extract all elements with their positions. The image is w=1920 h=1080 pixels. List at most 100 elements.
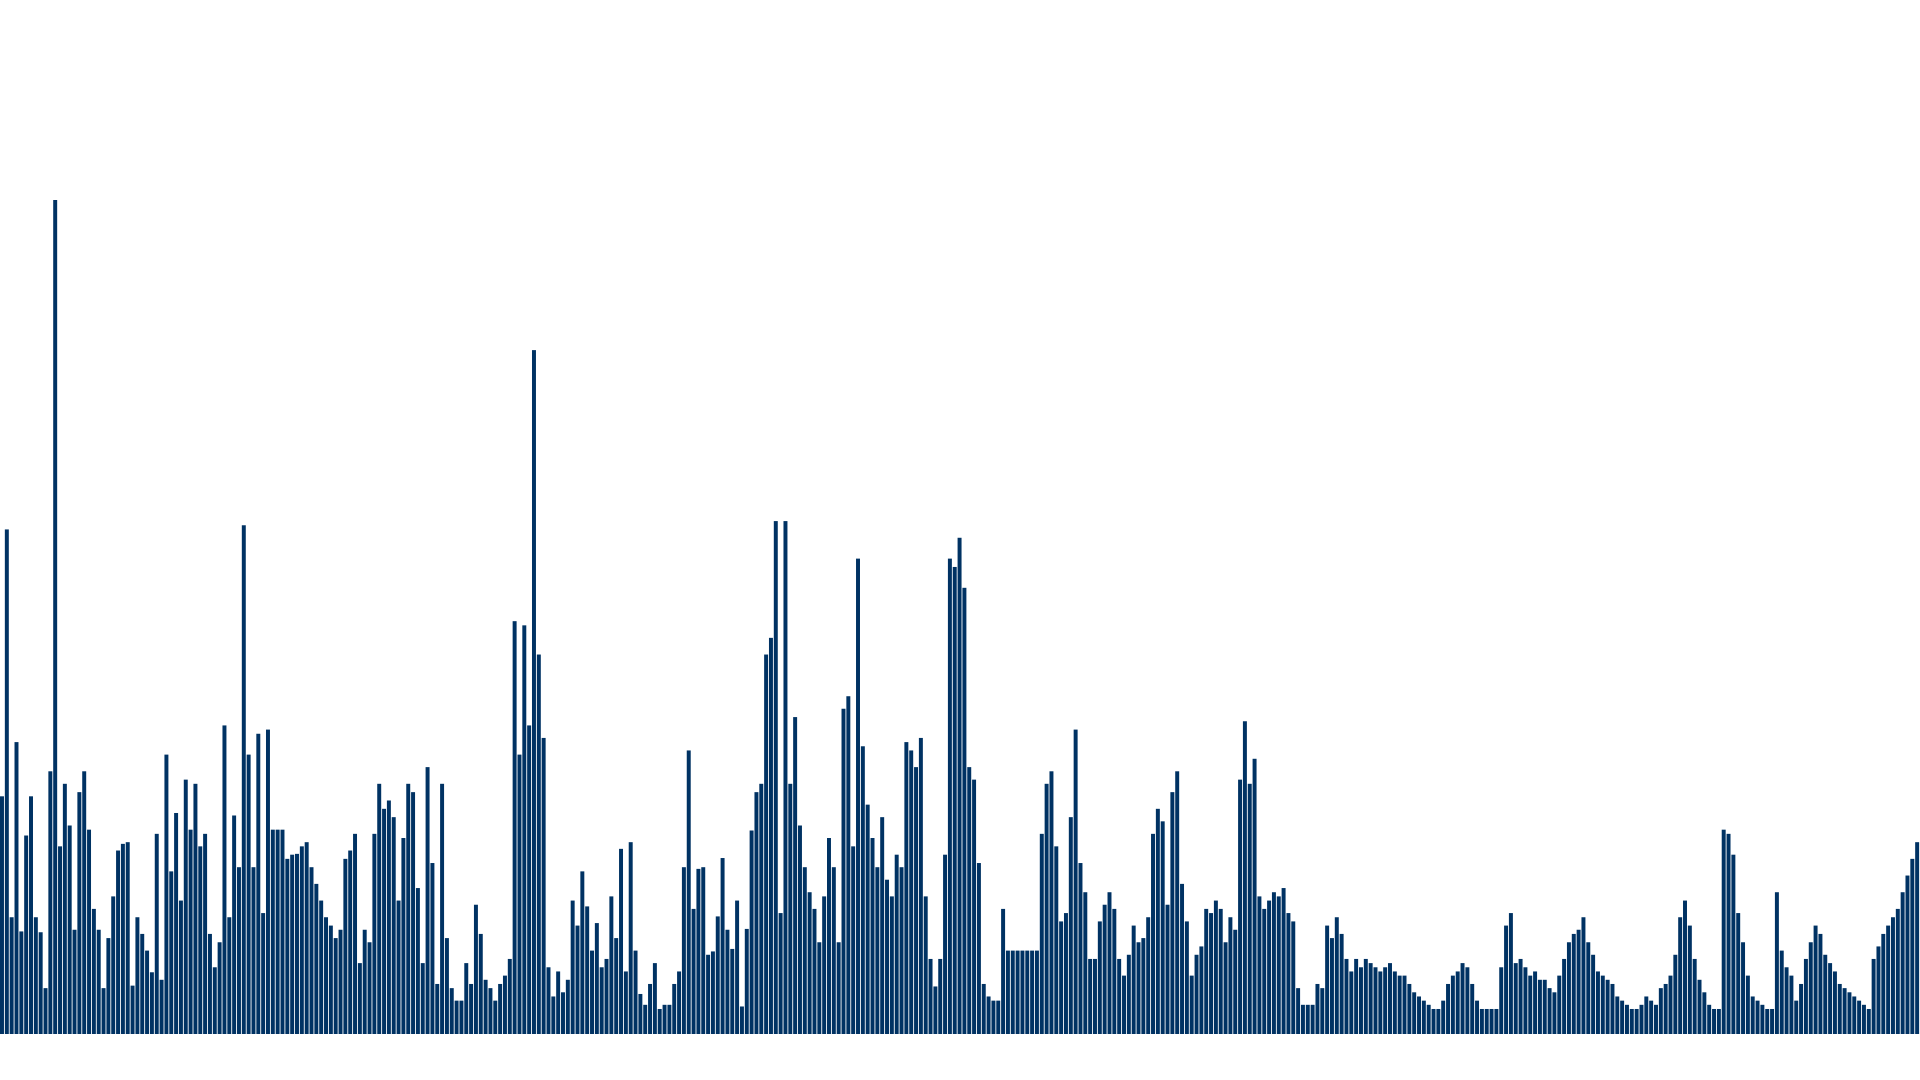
bar xyxy=(1571,933,1576,1034)
bar xyxy=(1615,996,1620,1034)
bar xyxy=(759,783,764,1034)
bar xyxy=(319,900,324,1034)
bar xyxy=(1271,892,1276,1034)
bar xyxy=(1832,971,1837,1034)
bar xyxy=(701,867,706,1034)
bar xyxy=(793,717,798,1034)
bar xyxy=(909,750,914,1034)
bar xyxy=(1726,833,1731,1034)
bar xyxy=(24,835,29,1034)
bar xyxy=(657,1008,662,1034)
bar xyxy=(1857,1000,1862,1034)
bar xyxy=(1426,1004,1431,1034)
bar xyxy=(1122,975,1126,1034)
bar xyxy=(517,754,522,1034)
bar xyxy=(1639,1004,1644,1034)
bar xyxy=(1518,958,1523,1034)
bar xyxy=(82,771,87,1034)
bar xyxy=(1542,979,1547,1034)
bar xyxy=(396,900,401,1034)
bar xyxy=(1789,975,1794,1034)
bar xyxy=(1842,988,1847,1034)
bar xyxy=(899,867,904,1034)
bar xyxy=(822,896,827,1034)
bar xyxy=(1170,792,1175,1034)
bar xyxy=(914,767,919,1034)
bar xyxy=(778,913,783,1034)
bar xyxy=(541,737,546,1034)
bar xyxy=(768,637,773,1034)
bar xyxy=(981,983,986,1034)
bar xyxy=(1334,917,1339,1034)
bar xyxy=(270,829,275,1034)
bar xyxy=(1823,954,1828,1034)
bar xyxy=(1189,975,1194,1034)
bar xyxy=(1320,988,1325,1034)
bar xyxy=(58,846,63,1034)
bar xyxy=(236,867,241,1034)
bar xyxy=(604,958,609,1034)
bar xyxy=(585,906,590,1034)
bar xyxy=(1073,729,1078,1034)
bar xyxy=(1876,946,1881,1034)
bar xyxy=(783,521,788,1034)
bar xyxy=(251,867,256,1034)
bar xyxy=(599,967,604,1034)
bar xyxy=(372,833,377,1034)
bar xyxy=(1078,863,1083,1034)
bar xyxy=(145,950,150,1034)
bar xyxy=(957,537,962,1034)
bar xyxy=(14,742,19,1034)
bar xyxy=(435,983,440,1034)
bar xyxy=(1102,904,1107,1034)
bar xyxy=(575,925,580,1034)
bar xyxy=(1165,904,1170,1034)
bar xyxy=(561,992,565,1034)
bar xyxy=(1049,771,1054,1034)
bar xyxy=(1455,971,1460,1034)
bar xyxy=(1707,1004,1712,1034)
bar xyxy=(1861,1004,1866,1034)
bar xyxy=(1745,975,1750,1034)
bar xyxy=(870,838,875,1034)
bar xyxy=(338,929,343,1034)
bar xyxy=(1620,1000,1625,1034)
bar xyxy=(1523,967,1528,1034)
bar xyxy=(1310,1004,1315,1034)
bar xyxy=(478,933,483,1034)
bar xyxy=(401,838,406,1034)
bar xyxy=(812,908,817,1034)
bar xyxy=(565,979,570,1034)
bar xyxy=(1034,950,1039,1034)
bar xyxy=(1358,967,1363,1034)
bar xyxy=(1276,896,1281,1034)
bar xyxy=(706,954,711,1034)
bar xyxy=(1465,967,1470,1034)
bar xyxy=(169,871,174,1034)
bar xyxy=(512,621,517,1034)
bar xyxy=(53,200,58,1034)
bar xyxy=(1039,833,1044,1034)
bar xyxy=(880,817,885,1034)
bar xyxy=(1605,979,1610,1034)
bar xyxy=(1895,908,1900,1034)
bar xyxy=(1489,1008,1494,1034)
bar xyxy=(256,733,261,1034)
bar xyxy=(754,792,759,1034)
bar xyxy=(865,804,870,1034)
bar xyxy=(677,971,682,1034)
bar xyxy=(425,767,430,1034)
bar xyxy=(894,854,899,1034)
bar xyxy=(1731,854,1736,1034)
bar xyxy=(1765,1008,1770,1034)
bar xyxy=(928,958,933,1034)
bar xyxy=(943,854,948,1034)
bar xyxy=(628,842,633,1034)
bar xyxy=(1697,979,1702,1034)
bar xyxy=(1421,1000,1426,1034)
bar xyxy=(154,833,159,1034)
bar xyxy=(1083,892,1088,1034)
bar xyxy=(1218,908,1223,1034)
bar xyxy=(1354,958,1359,1034)
